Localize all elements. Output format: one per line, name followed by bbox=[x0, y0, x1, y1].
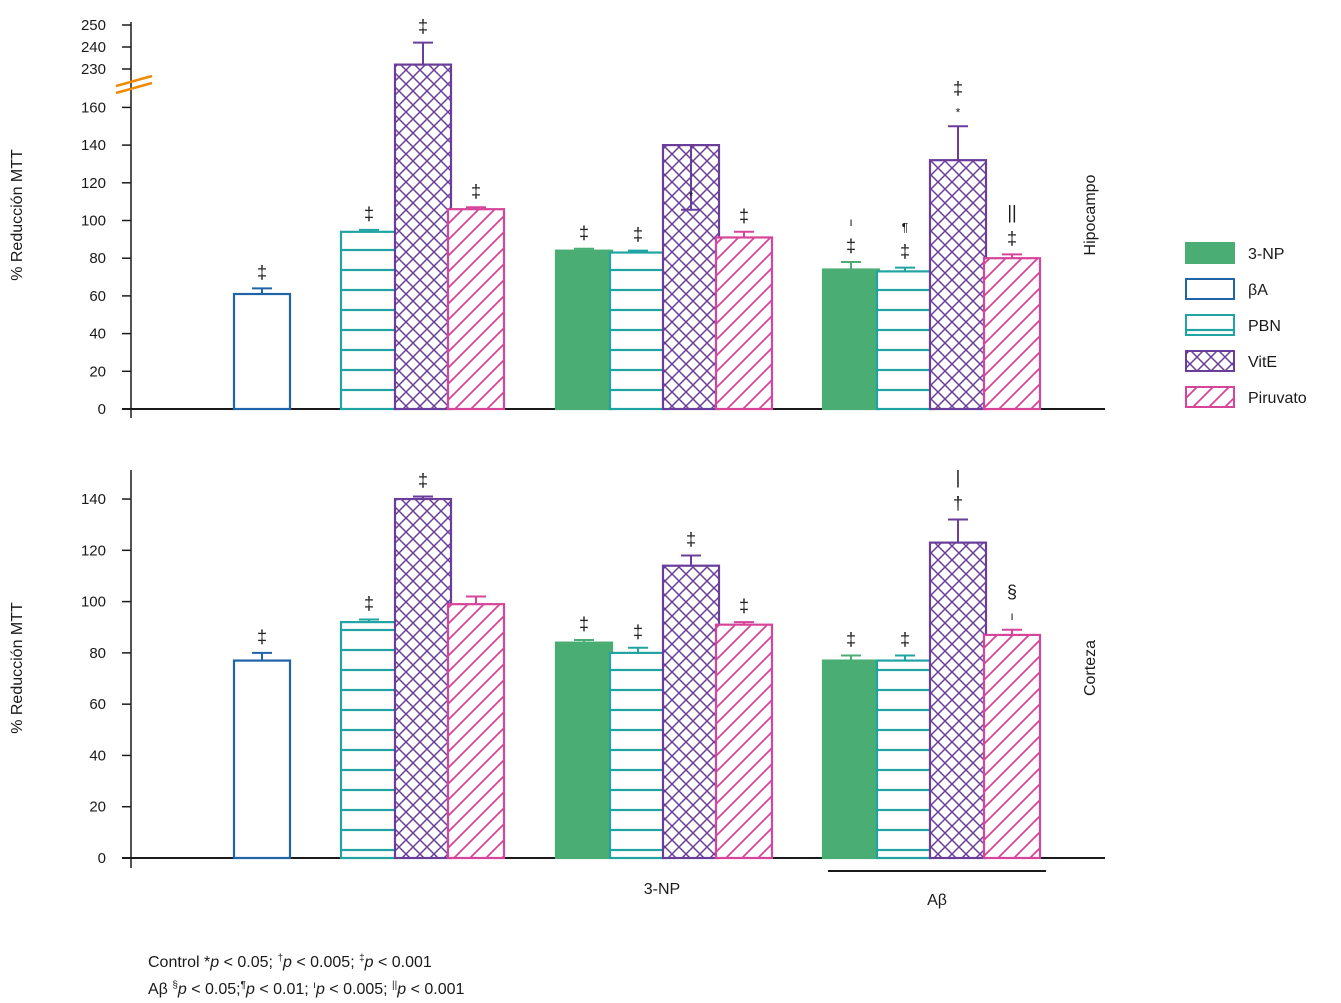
bar-pbn bbox=[875, 659, 935, 860]
bar-piruvato bbox=[446, 208, 506, 411]
bar-piruvato bbox=[714, 236, 774, 411]
y-tick-label: 20 bbox=[89, 799, 106, 816]
significance-mark: ‡ bbox=[900, 242, 910, 262]
y-tick-label: 160 bbox=[81, 99, 106, 116]
significance-mark: ‡ bbox=[633, 225, 643, 245]
bar-pbn bbox=[608, 251, 668, 411]
bar-pbn bbox=[875, 270, 935, 411]
bar-a bbox=[232, 292, 292, 411]
legend-label: Piruvato bbox=[1248, 390, 1307, 407]
significance-mark: ‡ bbox=[579, 223, 589, 243]
significance-mark: ‡ bbox=[686, 529, 696, 549]
y-axis-title: % Reducción MTT bbox=[9, 149, 26, 281]
significance-mark: ‡ bbox=[739, 596, 749, 616]
significance-mark: ‡ bbox=[257, 262, 267, 282]
significance-mark: † bbox=[953, 494, 963, 514]
bar-vite bbox=[661, 564, 721, 860]
significance-mark: ‡ bbox=[364, 594, 374, 614]
significance-mark: ‡ bbox=[418, 470, 428, 490]
panel-label-hipocampo: Hipocampo bbox=[1082, 174, 1099, 255]
bar-piruvato bbox=[714, 623, 774, 860]
bar-3np bbox=[821, 268, 881, 411]
y-tick-label: 40 bbox=[89, 747, 106, 764]
bar-pbn bbox=[608, 651, 668, 860]
footnote-control: Control *p < 0.05; †p < 0.005; ‡p < 0.00… bbox=[148, 953, 432, 971]
footnote-abeta: Aβ §p < 0.05;¶p < 0.01; ıp < 0.005; ||p … bbox=[148, 980, 465, 998]
bar-vite bbox=[928, 541, 988, 860]
bar-piruvato bbox=[446, 603, 506, 860]
legend-swatch-a bbox=[1185, 278, 1235, 300]
significance-mark: ‡ bbox=[900, 629, 910, 649]
legend-label: βA bbox=[1248, 282, 1268, 299]
significance-mark: ‡ bbox=[418, 17, 428, 37]
bar-vite bbox=[393, 63, 453, 411]
legend: 3-NP βA PBN VitE Piruvato bbox=[1185, 242, 1307, 408]
y-tick-label: 250 bbox=[81, 17, 106, 34]
figure: 0 20 40 60 80 100 120 140 160 230 240 250 % Reducció… bbox=[9, 17, 1307, 909]
y-tick-label: 80 bbox=[89, 645, 106, 662]
y-tick-label: 100 bbox=[81, 213, 106, 230]
bar-pbn bbox=[339, 621, 399, 860]
y-tick-label: 0 bbox=[98, 850, 106, 867]
bar-piruvato bbox=[982, 633, 1042, 860]
axis-break-mark bbox=[115, 81, 153, 95]
y-tick-label: 100 bbox=[81, 594, 106, 611]
significance-mark: ‡ bbox=[471, 181, 481, 201]
y-tick-label: 20 bbox=[89, 363, 106, 380]
y-tick-label: 0 bbox=[98, 401, 106, 418]
group-label-3np: 3-NP bbox=[644, 881, 680, 898]
significance-mark: § bbox=[1007, 582, 1017, 602]
bar-3np bbox=[554, 641, 614, 860]
legend-swatch-pbn bbox=[1185, 314, 1235, 336]
group-label-abeta: Aβ bbox=[927, 892, 947, 909]
significance-mark: ‡ bbox=[739, 206, 749, 226]
significance-mark: ‡ bbox=[257, 627, 267, 647]
bar-piruvato bbox=[982, 257, 1042, 411]
significance-mark: ¶ bbox=[902, 221, 908, 235]
y-tick-label: 40 bbox=[89, 326, 106, 343]
bar-3np bbox=[821, 659, 881, 860]
significance-mark: ‡ bbox=[579, 614, 589, 634]
significance-mark: ‡ bbox=[633, 622, 643, 642]
y-tick-label: 60 bbox=[89, 696, 106, 713]
significance-mark: ‡ bbox=[953, 78, 963, 98]
y-tick-label: 80 bbox=[89, 250, 106, 267]
significance-mark: ‡ bbox=[846, 236, 856, 256]
significance-mark: ı bbox=[1010, 609, 1013, 623]
legend-swatch-vite bbox=[1185, 350, 1235, 372]
y-tick-label: 60 bbox=[89, 288, 106, 305]
bar-vite bbox=[928, 159, 988, 411]
significance-mark: ‡ bbox=[1007, 228, 1017, 248]
hipocampo-panel: 0 20 40 60 80 100 120 140 160 230 240 250 % Reducció… bbox=[9, 17, 1105, 418]
corteza-panel: 0 20 40 60 80 100 120 140 % Reducción MTT Corteza… bbox=[9, 468, 1105, 868]
significance-mark: ‡ bbox=[364, 204, 374, 224]
legend-label: VitE bbox=[1248, 354, 1277, 371]
y-tick-label: 120 bbox=[81, 175, 106, 192]
axis-break-mark bbox=[115, 74, 153, 88]
significance-mark: ı bbox=[849, 215, 852, 229]
panel-label-corteza: Corteza bbox=[1082, 640, 1099, 696]
legend-swatch-3np bbox=[1185, 242, 1235, 264]
y-tick-label: 230 bbox=[81, 61, 106, 78]
legend-swatch-piruvato bbox=[1185, 386, 1235, 408]
y-tick-label: 140 bbox=[81, 137, 106, 154]
y-tick-label: 240 bbox=[81, 39, 106, 56]
significance-mark: * bbox=[689, 189, 694, 203]
y-tick-label: 120 bbox=[81, 542, 106, 559]
significance-mark: * bbox=[956, 105, 961, 119]
bar-a bbox=[232, 659, 292, 860]
bar-vite bbox=[393, 497, 453, 860]
bar-pbn bbox=[339, 230, 399, 411]
bar-3np bbox=[554, 249, 614, 411]
significance-mark: || bbox=[1007, 202, 1016, 222]
significance-mark: ‡ bbox=[846, 629, 856, 649]
significance-mark: | bbox=[956, 468, 961, 488]
legend-label: PBN bbox=[1248, 318, 1281, 335]
y-axis-title: % Reducción MTT bbox=[9, 602, 26, 734]
y-tick-label: 140 bbox=[81, 491, 106, 508]
legend-label: 3-NP bbox=[1248, 246, 1284, 263]
